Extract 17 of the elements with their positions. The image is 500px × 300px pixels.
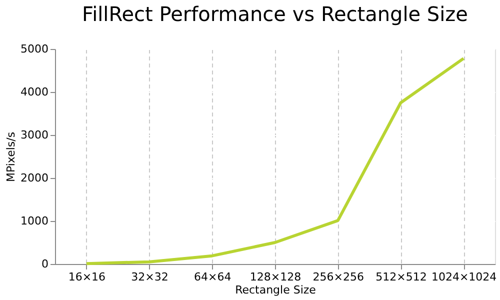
y-axis-title: MPixels/s bbox=[4, 132, 18, 182]
y-tick-label: 3000 bbox=[20, 128, 48, 142]
y-tick-label: 2000 bbox=[20, 172, 48, 184]
x-tick-label: 64×64 bbox=[194, 270, 232, 284]
line-series bbox=[84, 56, 466, 266]
x-tick-label: 32×32 bbox=[131, 270, 168, 284]
y-tick-label: 5000 bbox=[20, 42, 48, 56]
y-tick-label: 4000 bbox=[20, 86, 48, 98]
y-tick-label: 0 bbox=[42, 258, 48, 270]
y-tick-label: 1000 bbox=[20, 214, 48, 228]
x-tick-label: 256×256 bbox=[312, 270, 364, 284]
chart-title: FillRect Performance vs Rectangle Size bbox=[82, 2, 468, 26]
x-axis-title: Rectangle Size bbox=[235, 284, 316, 296]
x-tick-label: 16×16 bbox=[68, 270, 106, 284]
x-tick-label: 512×512 bbox=[376, 270, 427, 284]
x-tick-label: 128×128 bbox=[250, 270, 302, 284]
x-tick-label: 1024×1024 bbox=[431, 270, 497, 284]
